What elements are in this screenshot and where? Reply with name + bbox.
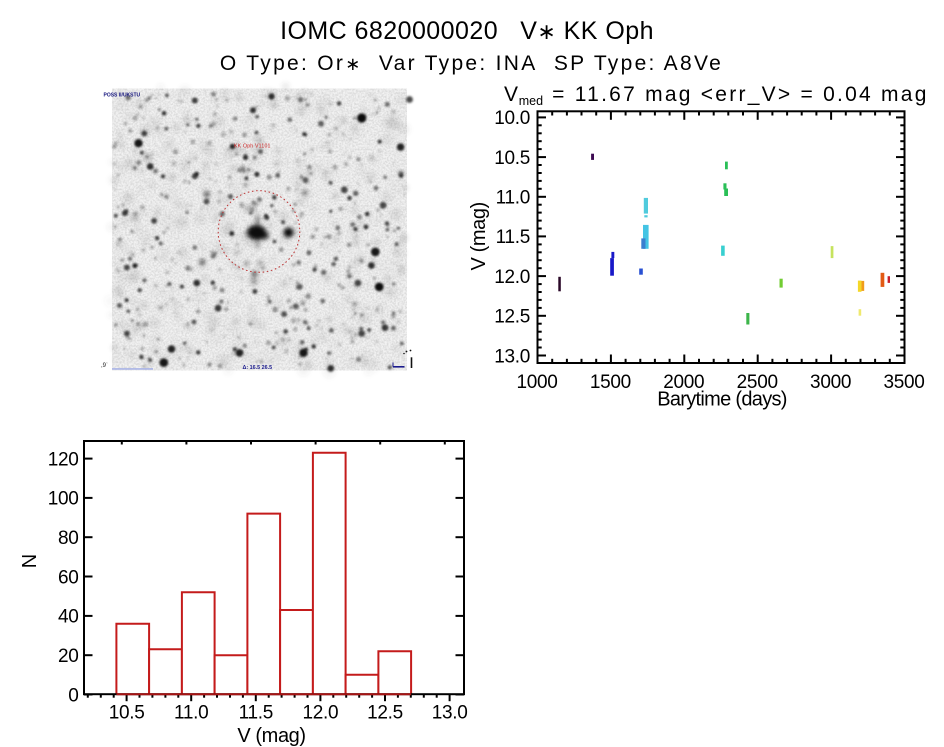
svg-text:IOMC 6820000020 V∗ KK Oph: IOMC 6820000020 V∗ KK Oph (280, 17, 654, 45)
svg-text:,9ʿ: ,9ʿ (101, 362, 108, 369)
svg-text:12.0: 12.0 (303, 703, 339, 724)
svg-text:0: 0 (68, 685, 78, 706)
svg-text:Δ: 16.5 26.5: Δ: 16.5 26.5 (243, 365, 273, 371)
svg-text:1000: 1000 (516, 372, 557, 393)
svg-text:20: 20 (58, 646, 79, 667)
svg-text:3500: 3500 (883, 372, 924, 393)
svg-text:12.0: 12.0 (494, 267, 530, 288)
svg-text:11.5: 11.5 (239, 703, 273, 724)
svg-text:POSS II/UKSTU: POSS II/UKSTU (104, 93, 141, 99)
svg-text:Barytime (days): Barytime (days) (657, 389, 787, 411)
svg-text:V (mag): V (mag) (237, 725, 305, 747)
svg-text:40: 40 (58, 607, 79, 628)
svg-text:O Type: Or∗ Var Type: INA SP: O Type: Or∗ Var Type: INA SP Type: A8Ve (220, 52, 723, 75)
svg-text:12.5: 12.5 (494, 307, 530, 328)
svg-text:10.5: 10.5 (494, 148, 530, 169)
svg-text:13.0: 13.0 (494, 346, 530, 367)
svg-text:10.0: 10.0 (494, 108, 530, 129)
svg-text:KK Oph V1101: KK Oph V1101 (234, 144, 271, 150)
svg-text:11.0: 11.0 (174, 703, 208, 724)
svg-text:Vmed = 11.67 mag <err_V> = 0.0: Vmed = 11.67 mag <err_V> = 0.04 mag (504, 83, 929, 108)
svg-text:12.5: 12.5 (367, 703, 403, 724)
svg-text:3000: 3000 (810, 372, 851, 393)
svg-text:N: N (19, 554, 41, 568)
svg-text:11.0: 11.0 (496, 188, 530, 209)
svg-text:1500: 1500 (590, 372, 631, 393)
svg-text:10.5: 10.5 (109, 703, 145, 724)
svg-text:100: 100 (48, 489, 79, 510)
svg-text:13.0: 13.0 (432, 703, 468, 724)
svg-text:2000: 2000 (663, 372, 704, 393)
svg-text:2500: 2500 (737, 372, 778, 393)
svg-text:11.5: 11.5 (496, 227, 530, 248)
svg-text:60: 60 (58, 567, 79, 588)
svg-text:V (mag): V (mag) (468, 202, 490, 270)
svg-text:80: 80 (58, 528, 79, 549)
svg-text:120: 120 (48, 449, 79, 470)
